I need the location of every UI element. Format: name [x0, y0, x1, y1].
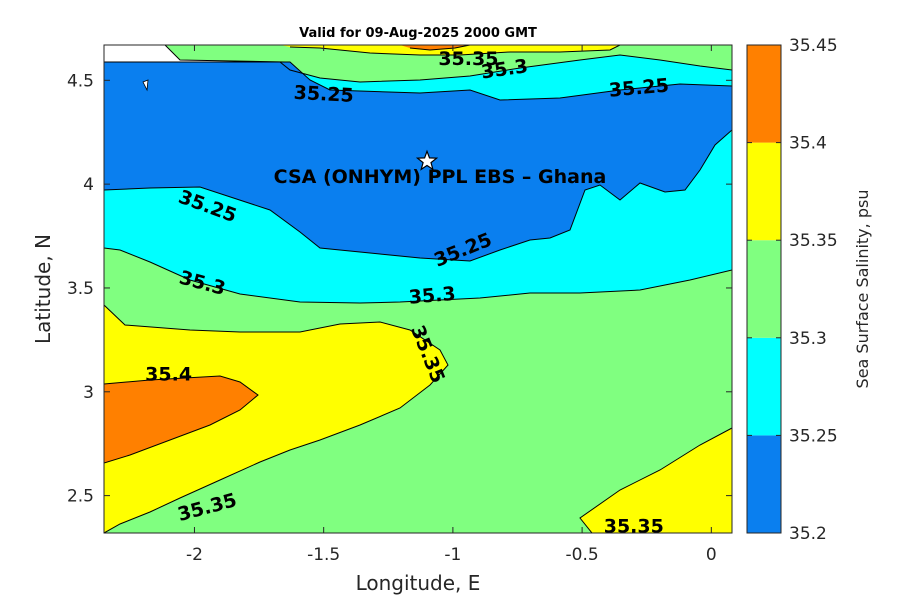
star-icon	[415, 149, 439, 171]
contour-label: 35.35	[438, 48, 498, 70]
x-tick-label: -1	[444, 545, 461, 565]
colorbar-segment	[747, 337, 781, 436]
x-tick-label: 0	[706, 545, 717, 565]
isoline-35.35-southeast	[579, 427, 732, 533]
site-marker: CSA (ONHYM) PPL EBS – Ghana	[274, 149, 607, 188]
colorbar-frame	[746, 44, 782, 534]
colorbar-tick-label: 35.25	[789, 426, 838, 446]
colorbar-tick-label: 35.4	[789, 134, 827, 154]
x-tick-label: -1.5	[307, 545, 340, 565]
colorbar-segment	[747, 435, 781, 533]
isoline-35.40-west	[104, 375, 259, 464]
isoline-no-data-edge	[104, 45, 286, 63]
x-tick-label: -0.5	[566, 545, 599, 565]
plot-frame	[103, 44, 733, 534]
band-35.40-35.45-west	[104, 376, 258, 463]
chart-title: Valid for 09-Aug-2025 2000 GMT	[299, 26, 537, 41]
colorbar-tick-label: 35.2	[789, 524, 827, 544]
colorbar-tick-label: 35.45	[789, 36, 838, 56]
isoline-35.35-west	[104, 304, 449, 533]
y-axis: 2.5 3 3.5 4 4.5	[67, 71, 732, 507]
site-label: CSA (ONHYM) PPL EBS – Ghana	[274, 166, 607, 188]
x-axis: -2 -1.5 -1 -0.5 0	[186, 45, 717, 565]
y-tick-label: 3.5	[67, 279, 94, 299]
band-35.35-35.40-west	[104, 305, 448, 533]
y-tick-label: 4	[83, 175, 94, 195]
y-tick-label: 3	[83, 383, 94, 403]
colorbar-tick-label: 35.3	[789, 329, 827, 349]
isoline-35.30-north	[279, 54, 732, 83]
isoline-35.40-north	[409, 45, 471, 51]
plot-area	[104, 45, 732, 533]
contour-label: 35.25	[608, 75, 670, 102]
no-data-area	[104, 45, 285, 62]
colorbar-label: Sea Surface Salinity, psu	[853, 190, 872, 389]
band-35.35-35.40-southeast	[580, 428, 732, 533]
band-35.20-35.25	[104, 62, 732, 261]
no-data-notch	[142, 79, 149, 92]
y-tick-label: 2.5	[67, 487, 94, 507]
contour-label: 35.25	[293, 82, 354, 107]
contour-label: 35.3	[408, 283, 457, 309]
x-tick-label: -2	[186, 545, 203, 565]
y-tick-label: 4.5	[67, 71, 94, 91]
y-axis-label: Latitude, N	[31, 234, 55, 344]
contour-label: 35.35	[604, 515, 664, 537]
colorbar-tick-label: 35.35	[789, 231, 838, 251]
colorbar-segment	[747, 142, 781, 241]
x-axis-label: Longitude, E	[356, 571, 481, 595]
isoline-35.30-south	[104, 247, 732, 304]
colorbar-segment	[747, 45, 781, 143]
colorbar-segment	[747, 240, 781, 338]
isoline-35.35-north	[289, 45, 621, 56]
colorbar: 35.2 35.25 35.3 35.35 35.4 35.45	[746, 36, 838, 544]
contour-label: 35.4	[145, 364, 192, 386]
isoline-35.25-south	[104, 129, 732, 262]
